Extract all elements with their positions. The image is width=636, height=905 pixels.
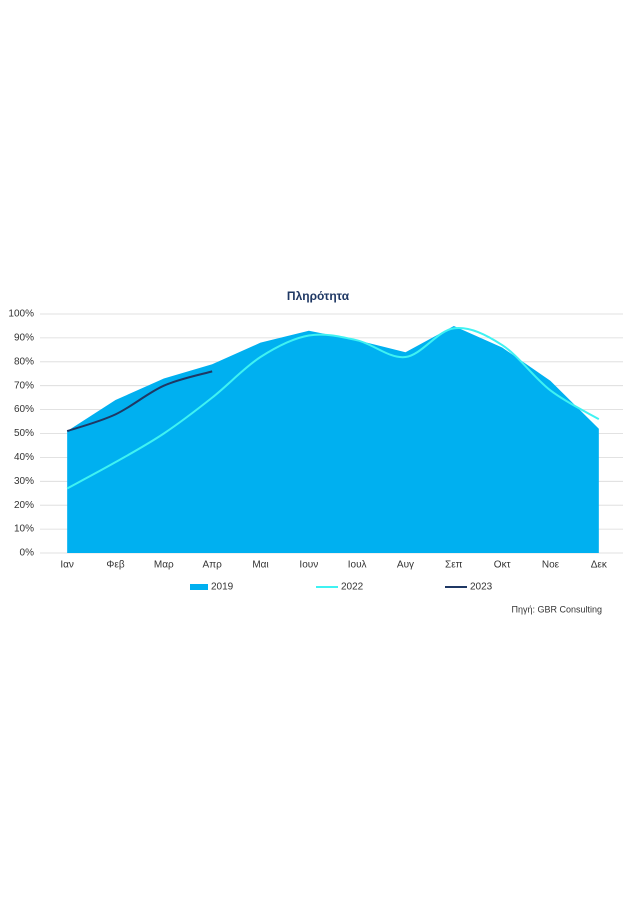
legend-swatch — [190, 584, 208, 590]
y-tick-label: 50% — [14, 428, 34, 439]
x-tick-label: Δεκ — [591, 560, 608, 571]
y-tick-label: 90% — [14, 333, 34, 344]
x-tick-label: Οκτ — [494, 560, 511, 571]
legend-label: 2023 — [470, 582, 493, 593]
y-tick-label: 40% — [14, 452, 34, 463]
line — [66, 370, 213, 433]
legend-label: 2022 — [341, 582, 364, 593]
y-tick-label: 20% — [14, 500, 34, 511]
y-tick-label: 100% — [8, 309, 34, 320]
x-tick-label: Ιουλ — [348, 560, 367, 571]
x-tick-label: Φεβ — [106, 560, 124, 571]
x-tick-label: Ιαν — [60, 560, 74, 571]
x-tick-label: Σεπ — [445, 560, 463, 571]
source: Πηγή: GBR Consulting — [511, 604, 602, 614]
y-tick-label: 70% — [14, 380, 34, 391]
y-tick-label: 30% — [14, 476, 34, 487]
x-tick-label: Μαι — [252, 560, 268, 571]
x-tick-label: Αυγ — [397, 560, 414, 571]
y-tick-label: 10% — [14, 524, 34, 535]
y-tick-label: 0% — [20, 548, 35, 559]
chart-title: Πληρότητα — [287, 289, 350, 303]
x-tick-label: Απρ — [203, 560, 223, 571]
y-tick-label: 60% — [14, 404, 34, 415]
x-tick-label: Νοε — [542, 560, 560, 571]
legend-label: 2019 — [211, 582, 234, 593]
y-tick-label: 80% — [14, 356, 34, 367]
area — [67, 325, 599, 553]
x-tick-label: Ιουν — [299, 560, 318, 571]
x-tick-label: Μαρ — [154, 560, 174, 571]
line — [66, 327, 600, 490]
